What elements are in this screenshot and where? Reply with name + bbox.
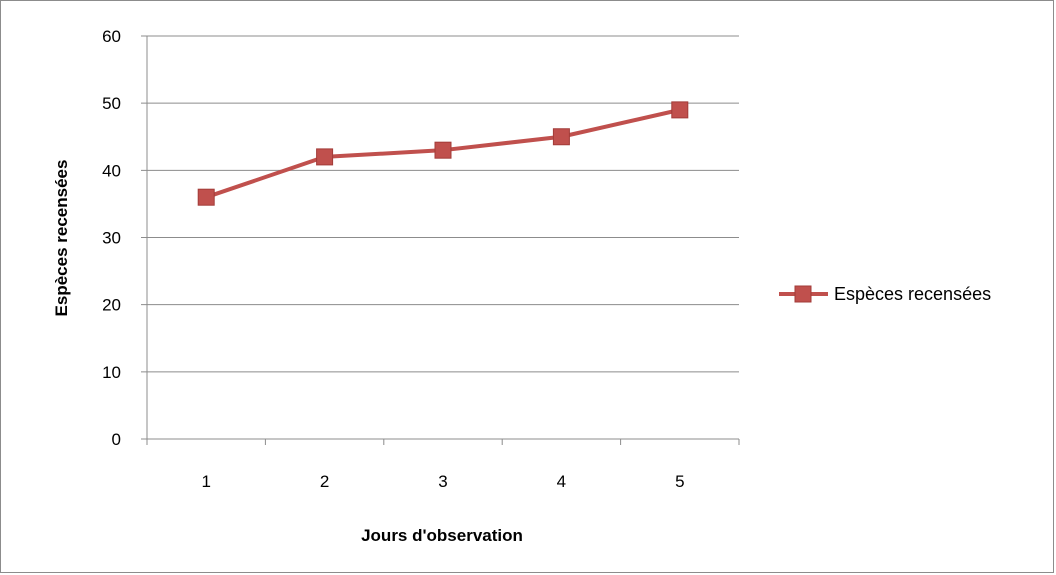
- y-tick-label-20: 20: [102, 296, 121, 315]
- data-point-5: [671, 101, 689, 119]
- y-tick-label-0: 0: [112, 430, 121, 449]
- x-tick-label-5: 5: [675, 472, 684, 491]
- y-tick-labels: 0 10 20 30 40 50 60: [102, 27, 121, 449]
- x-tick-label-4: 4: [557, 472, 566, 491]
- x-tick-label-2: 2: [320, 472, 329, 491]
- legend-marker: [794, 285, 812, 303]
- x-tick-label-1: 1: [201, 472, 210, 491]
- y-axis-title: Espèces recensées: [52, 160, 71, 317]
- gridlines: [141, 35, 740, 445]
- y-tick-label-60: 60: [102, 27, 121, 46]
- y-tick-label-30: 30: [102, 229, 121, 248]
- x-axis-title: Jours d'observation: [361, 526, 523, 545]
- data-point-3: [434, 141, 452, 159]
- series-layer: [197, 101, 689, 206]
- data-point-4: [552, 128, 570, 146]
- y-tick-label-40: 40: [102, 161, 121, 180]
- data-point-2: [316, 148, 334, 166]
- legend-label: Espèces recensées: [834, 284, 991, 304]
- x-tick-labels: 1 2 3 4 5: [201, 472, 684, 491]
- y-tick-label-10: 10: [102, 363, 121, 382]
- data-point-1: [197, 188, 215, 206]
- legend: Espèces recensées: [779, 284, 991, 304]
- y-tick-label-50: 50: [102, 94, 121, 113]
- x-tick-label-3: 3: [438, 472, 447, 491]
